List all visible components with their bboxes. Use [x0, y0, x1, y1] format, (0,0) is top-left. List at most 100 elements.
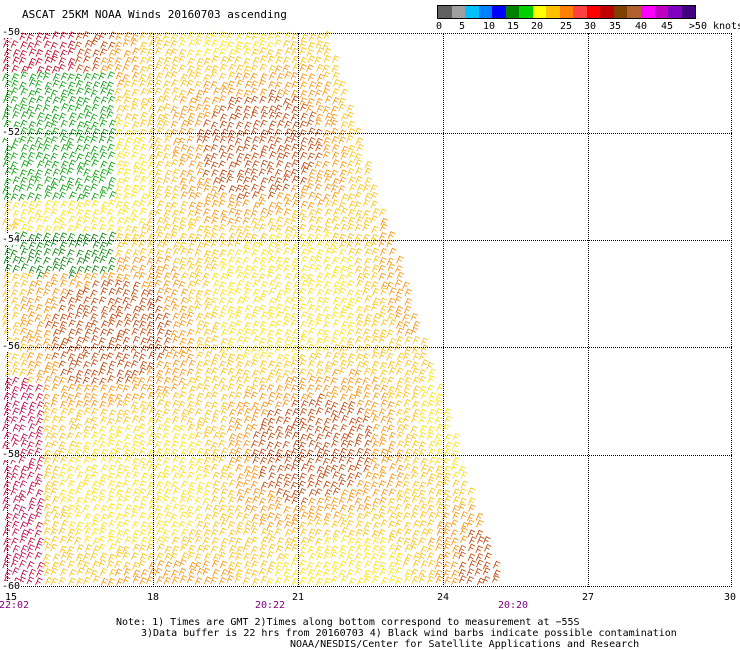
wind-barb	[242, 191, 251, 200]
wind-barb	[60, 209, 68, 218]
wind-barb	[28, 200, 37, 209]
wind-barb	[218, 232, 227, 241]
wind-barb	[44, 168, 53, 177]
wind-barb	[348, 176, 356, 184]
wind-barb	[74, 41, 83, 50]
wind-barb	[291, 151, 300, 160]
wind-barb	[52, 257, 61, 266]
wind-barb	[130, 33, 139, 42]
wind-barb	[291, 80, 299, 89]
wind-barb	[27, 168, 35, 177]
wind-barb	[114, 113, 123, 121]
wind-barb	[194, 215, 202, 224]
wind-barb	[204, 39, 212, 47]
wind-barb	[26, 62, 35, 71]
longitude-label: 30	[723, 592, 737, 603]
wind-barb	[268, 201, 277, 210]
wind-barb	[162, 119, 170, 128]
wind-barb	[186, 135, 195, 144]
wind-barb	[26, 225, 35, 234]
wind-barb	[132, 137, 141, 145]
wind-barb	[66, 177, 75, 186]
wind-barb	[43, 256, 51, 265]
wind-barb	[52, 192, 60, 200]
wind-barb	[266, 167, 275, 175]
wind-barb	[139, 231, 147, 239]
wind-barb	[210, 143, 218, 152]
wind-barb	[99, 191, 107, 199]
wind-barb	[268, 241, 276, 250]
wind-barb	[348, 151, 357, 159]
wind-barb	[108, 256, 116, 265]
wind-barb	[227, 217, 235, 226]
wind-barb	[354, 159, 363, 167]
wind-barb	[346, 104, 355, 113]
wind-barb	[27, 192, 35, 200]
wind-barb	[227, 71, 236, 80]
wind-barb	[131, 55, 139, 64]
wind-barb	[10, 193, 19, 201]
wind-barb	[77, 48, 85, 57]
wind-barb	[82, 185, 91, 193]
wind-barb	[178, 39, 187, 48]
wind-barb	[308, 191, 316, 200]
wind-barb	[75, 79, 84, 88]
wind-barb	[347, 167, 355, 176]
wind-barb	[156, 231, 164, 240]
map-title: ASCAT 25KM NOAA Winds 20160703 ascending	[22, 8, 287, 21]
wind-barb	[114, 48, 122, 56]
wind-barb	[300, 184, 309, 193]
wind-barb	[252, 201, 261, 210]
wind-barb	[44, 81, 53, 90]
wind-barb	[260, 249, 268, 257]
wind-barb	[178, 48, 187, 57]
wind-barb	[204, 159, 213, 168]
wind-barb	[187, 65, 195, 74]
wind-barb	[180, 105, 189, 114]
wind-barb	[187, 57, 195, 66]
wind-barb	[163, 232, 172, 241]
wind-barb	[268, 175, 276, 184]
wind-barb	[99, 207, 108, 215]
wind-barb	[123, 80, 132, 88]
wind-barb	[331, 135, 339, 144]
wind-barb	[82, 225, 90, 234]
wind-barb	[10, 161, 18, 169]
wind-barb	[146, 73, 155, 81]
wind-barb	[211, 199, 220, 208]
wind-barb	[36, 65, 45, 74]
wind-barb	[210, 161, 219, 170]
wind-barb	[306, 233, 315, 242]
wind-barb	[259, 55, 268, 63]
wind-barb	[172, 111, 180, 120]
wind-barb	[122, 161, 131, 169]
wind-barb	[67, 81, 76, 90]
wind-barb	[26, 33, 34, 42]
wind-barb	[75, 183, 84, 192]
wind-barb	[203, 153, 212, 162]
wind-barb	[234, 216, 243, 224]
wind-barb	[83, 72, 92, 81]
wind-barb	[283, 193, 291, 202]
wind-barb	[18, 256, 26, 265]
wind-barb	[106, 111, 114, 119]
wind-barb	[322, 150, 331, 159]
wind-barb	[43, 232, 51, 241]
wind-barb	[60, 135, 68, 143]
wind-barb	[274, 65, 283, 73]
wind-barb	[244, 167, 253, 176]
wind-barb	[66, 143, 74, 151]
wind-barb	[338, 249, 347, 257]
wind-barb	[284, 120, 292, 129]
wind-barb	[165, 48, 173, 57]
wind-barb	[115, 95, 124, 104]
longitude-label: 21	[291, 592, 305, 603]
wind-barb	[99, 119, 108, 128]
wind-barb	[340, 216, 349, 225]
wind-barb	[325, 112, 333, 121]
colorbar-swatch	[505, 6, 520, 18]
wind-barb	[258, 223, 267, 232]
wind-barb	[35, 49, 44, 57]
wind-barb	[90, 183, 98, 191]
wind-barb	[28, 89, 36, 98]
